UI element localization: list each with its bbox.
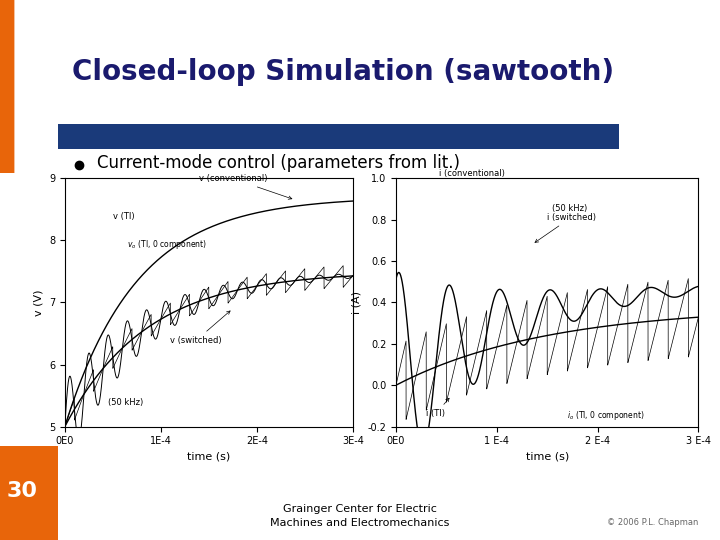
Text: $v_o$ (TI, 0 component): $v_o$ (TI, 0 component) xyxy=(127,238,207,251)
Y-axis label: v (V): v (V) xyxy=(33,289,43,316)
Text: 30: 30 xyxy=(6,481,37,502)
Text: Closed-loop Simulation (sawtooth): Closed-loop Simulation (sawtooth) xyxy=(72,58,614,86)
Text: v (TI): v (TI) xyxy=(113,212,135,220)
Text: v (switched): v (switched) xyxy=(171,311,230,345)
Text: Current-mode control (parameters from lit.): Current-mode control (parameters from li… xyxy=(97,154,460,172)
FancyBboxPatch shape xyxy=(14,0,720,227)
FancyBboxPatch shape xyxy=(0,446,58,540)
Text: © 2006 P.L. Chapman: © 2006 P.L. Chapman xyxy=(607,518,698,527)
Text: Grainger Center for Electric: Grainger Center for Electric xyxy=(283,504,437,514)
Y-axis label: i (A): i (A) xyxy=(352,291,362,314)
Text: $i_o$ (TI, 0 component): $i_o$ (TI, 0 component) xyxy=(567,409,645,422)
FancyBboxPatch shape xyxy=(58,124,619,148)
Text: v (conventional): v (conventional) xyxy=(199,174,292,199)
Text: i (conventional): i (conventional) xyxy=(438,169,505,178)
Text: (50 kHz): (50 kHz) xyxy=(108,398,143,407)
Text: i (TI): i (TI) xyxy=(426,398,449,419)
Text: i (switched): i (switched) xyxy=(535,213,596,242)
Text: (50 kHz): (50 kHz) xyxy=(552,204,588,213)
X-axis label: time (s): time (s) xyxy=(187,452,230,462)
Text: Machines and Electromechanics: Machines and Electromechanics xyxy=(270,518,450,528)
X-axis label: time (s): time (s) xyxy=(526,452,569,462)
FancyBboxPatch shape xyxy=(0,0,58,173)
